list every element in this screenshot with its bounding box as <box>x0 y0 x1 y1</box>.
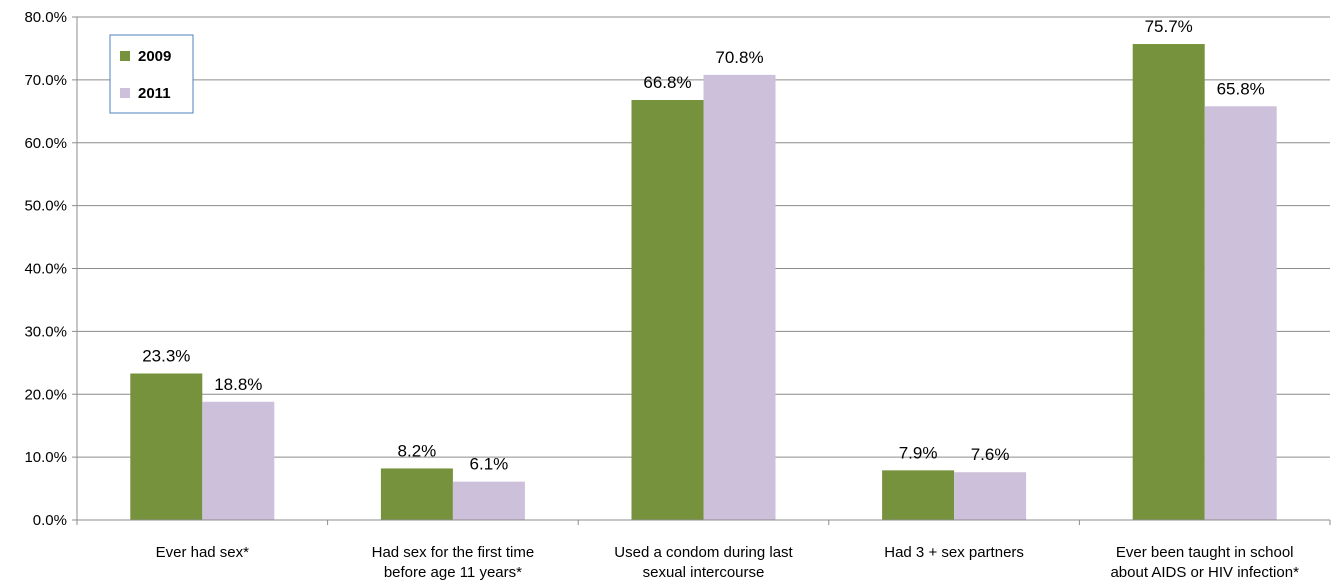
legend-box <box>109 34 194 114</box>
y-tick-label: 70.0% <box>24 72 67 89</box>
bar-2011 <box>452 481 525 520</box>
data-label: 6.1% <box>470 455 509 474</box>
bar-2009 <box>1132 44 1205 520</box>
y-tick-label: 30.0% <box>24 323 67 340</box>
bar-2011 <box>202 401 275 520</box>
y-tick-label: 20.0% <box>24 386 67 403</box>
bar-2011 <box>1204 106 1277 520</box>
data-label: 7.6% <box>971 445 1010 464</box>
bar-2009 <box>130 373 203 520</box>
bar-2009 <box>380 468 453 520</box>
bar-2011 <box>703 74 776 520</box>
y-tick-label: 60.0% <box>24 135 67 152</box>
data-label: 70.8% <box>715 48 763 67</box>
x-category-label: Used a condom during last <box>614 544 793 561</box>
data-label: 18.8% <box>214 375 262 394</box>
x-category-label: Had sex for the first time <box>372 544 535 561</box>
x-category-label: Ever had sex* <box>156 544 250 561</box>
y-tick-label: 80.0% <box>24 9 67 26</box>
y-tick-label: 40.0% <box>24 261 67 278</box>
axes: 0.0% 10.0% 20.0% 30.0% 40.0% 50.0% 60.0% 70.0% 8… <box>24 9 1331 529</box>
data-label: 23.3% <box>142 347 190 366</box>
legend-swatch-2011 <box>120 88 130 98</box>
labels: 23.3% 18.8% Ever had sex* 8.2% 6.1% Had sex f… <box>142 17 1299 581</box>
y-tick-label: 10.0% <box>24 449 67 466</box>
data-label: 7.9% <box>899 443 938 462</box>
x-category-label: before age 11 years* <box>384 564 522 581</box>
legend: 2009 2011 <box>109 34 194 114</box>
x-category-label: sexual intercourse <box>643 564 765 581</box>
x-category-label: Ever been taught in school <box>1116 544 1294 561</box>
legend-label-2011: 2011 <box>138 85 171 102</box>
legend-swatch-2009 <box>120 51 130 61</box>
bar-2009 <box>631 99 704 521</box>
x-category-label: about AIDS or HIV infection* <box>1110 564 1299 581</box>
y-tick-label: 0.0% <box>33 512 67 529</box>
data-label: 66.8% <box>643 73 691 92</box>
data-label: 65.8% <box>1217 79 1265 98</box>
data-label: 75.7% <box>1145 17 1193 36</box>
bar-2009 <box>882 470 955 520</box>
bar-2011 <box>954 472 1027 520</box>
bars <box>130 44 1277 521</box>
data-label: 8.2% <box>398 441 437 460</box>
y-tick-label: 50.0% <box>24 198 67 215</box>
x-category-label: Had 3 + sex partners <box>884 544 1024 561</box>
legend-label-2009: 2009 <box>138 48 171 65</box>
